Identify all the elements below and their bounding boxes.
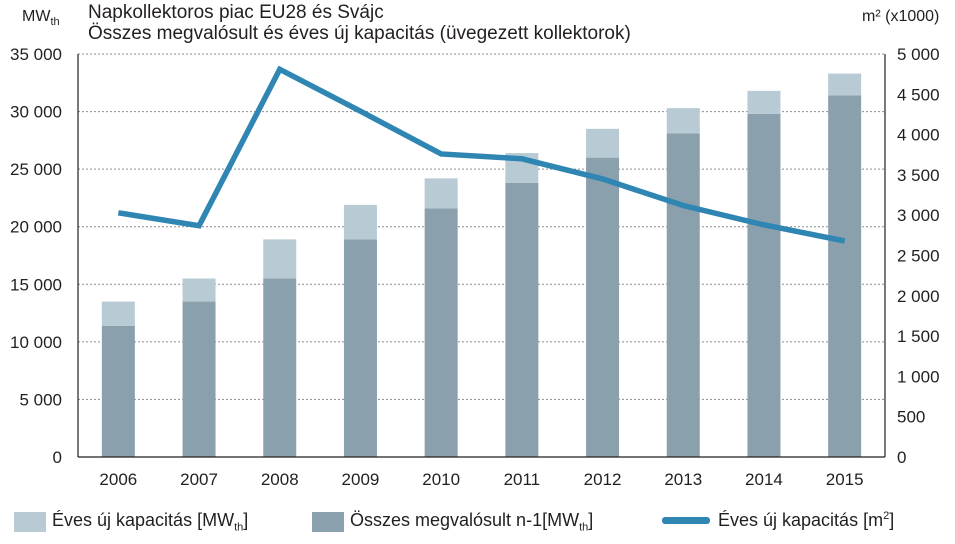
y-right-tick-label: 3 500 — [897, 166, 940, 185]
left-axis-unit-text: MW — [22, 8, 51, 25]
legend-line-swatch — [662, 517, 710, 524]
legend-label-text: Éves új kapacitás [m — [718, 510, 884, 530]
y-right-tick-label: 0 — [897, 448, 906, 467]
legend-swatch — [312, 511, 344, 532]
chart-plot: 0 5 000 10 000 15 000 20 000 25 000 30 000 35 0… — [10, 45, 940, 489]
x-tick-label: 2013 — [664, 470, 702, 489]
bar-annual-new-mw — [424, 178, 458, 209]
bar-annual-new-mw — [263, 239, 297, 279]
x-tick-label: 2008 — [261, 470, 299, 489]
bar-total-realized — [424, 208, 458, 457]
x-tick-label: 2006 — [99, 470, 137, 489]
chart-title: Napkollektoros piac EU28 és Svájc — [88, 2, 384, 23]
legend-label-close: ] — [889, 510, 895, 530]
legend-label-close: ] — [243, 510, 249, 530]
legend-label: Összes megvalósult n-1[MWth] — [350, 510, 593, 534]
legend-item-annual-new-m2: Éves új kapacitás [m2] — [662, 510, 894, 531]
legend-label-text: Összes megvalósult n-1[MW — [350, 510, 580, 530]
y-left-tick-label: 10 000 — [10, 333, 62, 352]
bar-annual-new-mw — [101, 301, 135, 326]
y-right-tick-label: 2 000 — [897, 287, 940, 306]
left-axis-unit-sub: th — [50, 16, 60, 29]
x-tick-label: 2015 — [826, 470, 864, 489]
x-tick-label: 2010 — [422, 470, 460, 489]
x-tick-label: 2012 — [584, 470, 622, 489]
left-axis-unit: MWth — [22, 8, 60, 28]
y-right-tick-label: 5 000 — [897, 45, 940, 64]
x-tick-label: 2009 — [342, 470, 380, 489]
right-axis-unit-text: m² — [862, 8, 881, 25]
legend-label-sub: th — [579, 521, 589, 534]
bar-annual-new-mw — [182, 278, 216, 302]
legend-item-total-realized: Összes megvalósult n-1[MWth] — [312, 510, 593, 534]
right-axis-unit: m² (x1000) — [862, 8, 939, 26]
bar-total-realized — [505, 182, 539, 457]
bar-total-realized — [343, 239, 377, 457]
legend-label-close: ] — [588, 510, 594, 530]
legend-label-sub: th — [234, 521, 244, 534]
x-tick-label: 2011 — [504, 470, 541, 489]
y-right-tick-label: 2 500 — [897, 247, 940, 266]
y-right-tick-label: 1 500 — [897, 327, 940, 346]
chart-legend: Éves új kapacitás [MWth] Összes megvalós… — [0, 504, 955, 540]
right-axis-unit-suffix: (x1000) — [885, 8, 940, 25]
y-left-tick-label: 35 000 — [10, 45, 62, 64]
y-left-tick-label: 15 000 — [10, 275, 62, 294]
chart-subtitle: Összes megvalósult és éves új kapacitás … — [88, 23, 631, 44]
bar-total-realized — [666, 133, 700, 457]
bar-total-realized — [182, 301, 216, 457]
legend-label-text: Éves új kapacitás [MW — [52, 510, 235, 530]
bar-total-realized — [828, 95, 862, 458]
line-annual-new-m2 — [117, 65, 846, 244]
y-left-tick-label: 0 — [53, 448, 62, 467]
legend-swatch — [14, 511, 46, 532]
x-tick-label: 2014 — [745, 470, 783, 489]
y-left-tick-label: 5 000 — [19, 390, 62, 409]
y-right-tick-label: 4 000 — [897, 126, 940, 145]
y-right-tick-label: 500 — [897, 408, 925, 427]
bar-total-realized — [263, 278, 297, 457]
legend-item-annual-new-mw: Éves új kapacitás [MWth] — [14, 510, 248, 534]
x-tick-label: 2007 — [180, 470, 218, 489]
bar-total-realized — [586, 157, 620, 457]
y-left-tick-label: 20 000 — [10, 218, 62, 237]
y-left-tick-label: 25 000 — [10, 160, 62, 179]
y-right-tick-label: 1 000 — [897, 367, 940, 386]
bar-annual-new-mw — [343, 204, 377, 240]
y-left-tick-label: 30 000 — [10, 103, 62, 122]
legend-label: Éves új kapacitás [MWth] — [52, 510, 248, 534]
bar-annual-new-mw — [586, 128, 620, 158]
y-right-tick-label: 4 500 — [897, 85, 940, 104]
legend-label: Éves új kapacitás [m2] — [718, 510, 894, 531]
bar-annual-new-mw — [666, 108, 700, 134]
bar-total-realized — [747, 113, 781, 458]
bar-total-realized — [101, 325, 135, 457]
legend-label-sup: 2 — [883, 510, 890, 522]
bar-annual-new-mw — [747, 90, 781, 114]
bar-annual-new-mw — [828, 73, 862, 96]
y-right-tick-label: 3 000 — [897, 206, 940, 225]
